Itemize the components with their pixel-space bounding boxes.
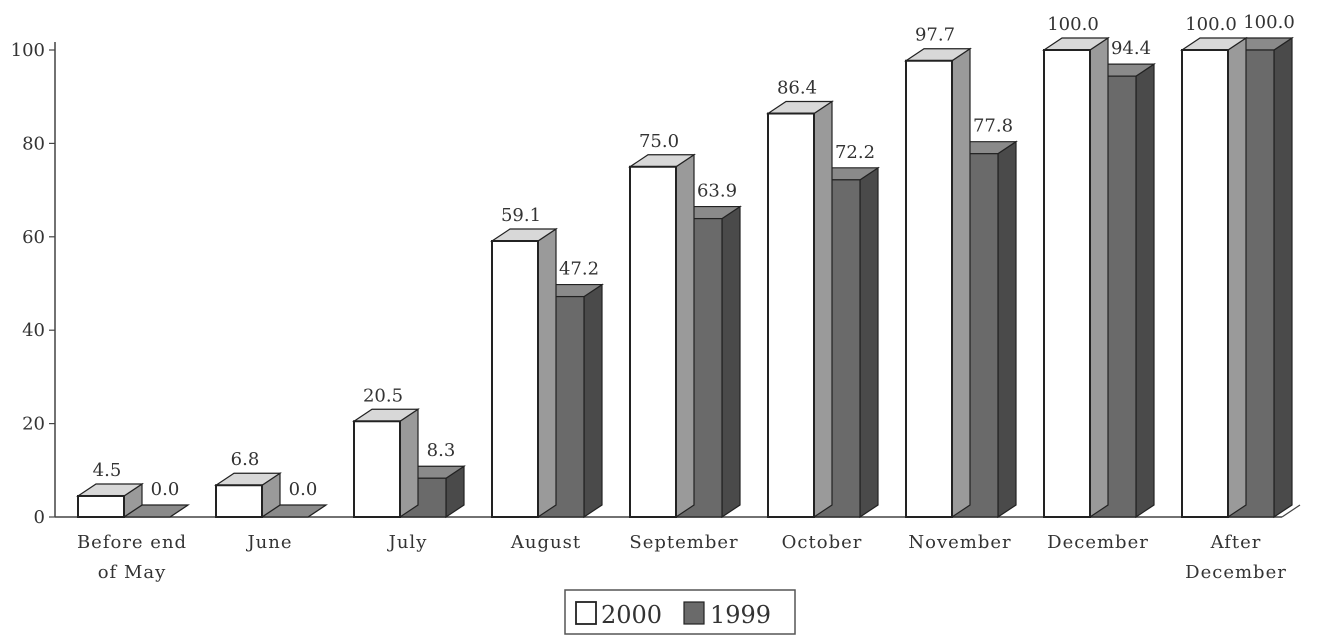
legend-swatch-1999 <box>683 601 705 625</box>
data-label-2000: 59.1 <box>501 205 541 226</box>
bars <box>76 36 1294 519</box>
data-label-2000: 97.7 <box>915 25 955 46</box>
bar-2000-3-front <box>491 240 539 519</box>
bar-2000-4 <box>628 153 696 519</box>
category-label: December <box>1185 562 1287 583</box>
bar-1999-5-side <box>859 166 879 519</box>
x-axis-depth-line <box>1281 504 1301 518</box>
data-label-1999: 8.3 <box>427 440 456 461</box>
data-label-1999: 63.9 <box>697 181 737 202</box>
category-label: December <box>1047 532 1149 553</box>
category-label: June <box>245 532 292 553</box>
bar-2000-2-side <box>399 408 419 519</box>
y-tick-label: 20 <box>22 414 45 435</box>
data-label-2000: 86.4 <box>777 78 817 99</box>
data-labels: 4.5 0.0 6.8 0.0 20.5 8.3 59.1 47.2 75.0 63.9 86.4 7… <box>93 12 1295 500</box>
bar-2000-6 <box>904 47 972 519</box>
bar-2000-6-front <box>905 59 953 519</box>
bar-2000-7-front <box>1043 49 1091 518</box>
legend-label-2000: 2000 <box>601 601 662 629</box>
category-label: November <box>908 532 1011 553</box>
bar-2000-8-front <box>1181 49 1229 518</box>
bar-2000-8-side <box>1227 36 1247 519</box>
category-label: September <box>629 532 738 553</box>
bar-2000-5 <box>766 100 834 519</box>
legend: 2000 1999 <box>564 589 796 635</box>
data-label-2000: 20.5 <box>363 385 403 406</box>
y-tick-label: 40 <box>22 320 45 341</box>
category-label: August <box>510 532 581 553</box>
data-label-1999: 72.2 <box>835 142 875 163</box>
y-tick-label: 60 <box>22 227 45 248</box>
bar-2000-7-side <box>1089 36 1109 519</box>
bar-1999-3-side <box>583 283 603 519</box>
bar-1999-4-side <box>721 205 741 519</box>
bar-2000-1-front <box>215 484 263 518</box>
category-label: After <box>1210 532 1262 553</box>
bar-2000-7 <box>1042 36 1110 519</box>
bar-2000-1 <box>214 472 282 519</box>
data-label-1999: 47.2 <box>559 259 599 280</box>
data-label-2000: 6.8 <box>231 449 260 470</box>
bar-2000-2 <box>352 408 420 519</box>
data-label-2000: 4.5 <box>93 460 122 481</box>
bar-1999-8-side <box>1273 36 1293 519</box>
bar-2000-5-side <box>813 100 833 519</box>
category-label: of May <box>98 562 167 583</box>
data-label-1999: 0.0 <box>289 479 318 500</box>
data-label-2000: 100.0 <box>1185 14 1237 35</box>
bar-2000-3 <box>490 227 558 519</box>
bar-2000-5-front <box>767 112 815 519</box>
category-label: July <box>387 532 428 553</box>
bar-2000-0 <box>76 482 144 519</box>
bar-2000-6-side <box>951 47 971 519</box>
data-label-1999: 100.0 <box>1243 12 1295 33</box>
data-label-2000: 100.0 <box>1047 14 1099 35</box>
y-tick-label: 80 <box>22 133 45 154</box>
category-label: Before end <box>77 532 187 553</box>
bar-2000-2-front <box>353 420 401 519</box>
y-tick-label: 0 <box>34 507 45 528</box>
category-label: October <box>782 532 863 553</box>
legend-box <box>564 589 796 635</box>
bar-1999-6-side <box>997 140 1017 519</box>
y-tick-label: 100 <box>11 40 45 61</box>
bar-2000-0-front <box>77 494 125 518</box>
bar-2000-3-side <box>537 227 557 519</box>
category-labels: Before end of May June July August September O… <box>77 532 1287 583</box>
legend-swatch-2000 <box>575 601 597 625</box>
data-label-2000: 75.0 <box>639 131 679 152</box>
bar-2000-4-side <box>675 153 695 519</box>
data-label-1999: 0.0 <box>151 479 180 500</box>
legend-label-1999: 1999 <box>710 601 771 629</box>
bar-2000-8 <box>1180 36 1248 519</box>
bar-1999-7-side <box>1135 63 1155 519</box>
data-label-1999: 94.4 <box>1111 38 1151 59</box>
data-label-1999: 77.8 <box>973 116 1013 137</box>
bar-2000-4-front <box>629 165 677 518</box>
